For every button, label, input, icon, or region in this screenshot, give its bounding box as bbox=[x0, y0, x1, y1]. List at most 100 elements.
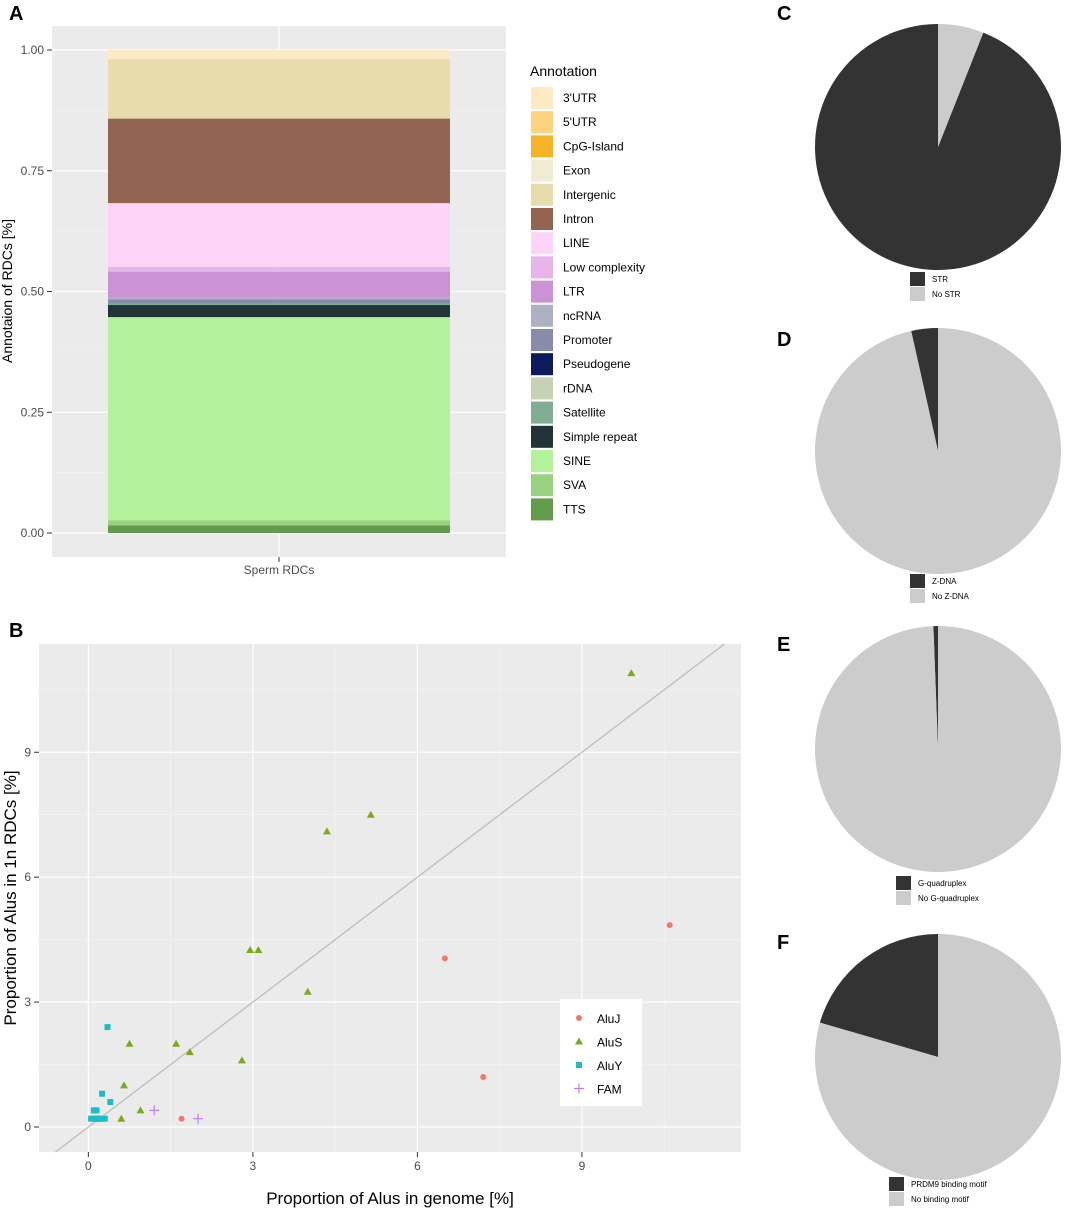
data-point-aluy bbox=[107, 1099, 114, 1106]
bar-segment bbox=[108, 299, 450, 304]
legend-label: FAM bbox=[597, 1083, 622, 1097]
bar-segment bbox=[108, 520, 450, 526]
legend-label: LINE bbox=[563, 236, 590, 250]
data-point-aluy bbox=[104, 1024, 111, 1031]
legend-swatch bbox=[531, 329, 553, 351]
legend-marker bbox=[576, 1015, 582, 1021]
bar-segment bbox=[108, 118, 450, 204]
data-point-alus bbox=[125, 1039, 134, 1047]
data-point-aluy bbox=[93, 1107, 100, 1114]
legend-swatch bbox=[531, 377, 553, 400]
legend-label: ncRNA bbox=[563, 309, 601, 323]
data-point-aluj bbox=[480, 1074, 487, 1081]
x-tick-label: Sperm RDCs bbox=[244, 563, 315, 577]
data-point-alus bbox=[627, 669, 636, 677]
scatter-chart: 0 3 6 9 0 3 6 9 Proportion of Alus in genome [%… bbox=[1, 643, 741, 1208]
pie-slice bbox=[814, 23, 1061, 271]
bar-segment bbox=[108, 50, 450, 60]
legend-swatch bbox=[531, 256, 553, 279]
legend-swatch bbox=[531, 304, 553, 327]
data-point-aluj bbox=[441, 955, 448, 962]
legend-label: No Z-DNA bbox=[932, 592, 970, 601]
pie-slice bbox=[814, 934, 1061, 1181]
legend-label: Simple repeat bbox=[563, 430, 638, 444]
legend-label: No STR bbox=[932, 290, 961, 299]
diagonal-line bbox=[55, 643, 725, 1153]
legend-label: PRDM9 binding motif bbox=[911, 1180, 987, 1189]
legend-label: Pseudogene bbox=[563, 357, 631, 371]
pie-slice bbox=[933, 626, 938, 749]
legend-label: CpG-Island bbox=[563, 139, 624, 153]
bar-segment bbox=[108, 317, 450, 521]
legend-swatch bbox=[910, 574, 925, 588]
pie-slice bbox=[819, 934, 938, 1057]
pie-slice bbox=[814, 626, 1061, 872]
legend-label: STR bbox=[932, 275, 948, 284]
y-tick-label: 0.25 bbox=[21, 405, 45, 419]
bar-segment bbox=[108, 305, 450, 318]
y-tick-label: 0 bbox=[24, 1120, 31, 1134]
bar-segment bbox=[108, 271, 450, 298]
data-point-alus bbox=[254, 946, 263, 954]
legend-marker bbox=[576, 1062, 582, 1068]
legend-swatch bbox=[896, 876, 911, 890]
panel-label-f: F bbox=[777, 932, 789, 954]
legend-label: Exon bbox=[563, 164, 590, 178]
y-tick-label: 3 bbox=[24, 995, 31, 1009]
legend-swatch bbox=[531, 232, 553, 255]
pie-slice bbox=[911, 328, 938, 451]
legend-marker bbox=[575, 1037, 583, 1045]
panel-label-a: A bbox=[9, 3, 23, 25]
x-tick-label: 3 bbox=[250, 1159, 257, 1173]
legend-label: SINE bbox=[563, 454, 591, 468]
legend-label: No G-quadruplex bbox=[918, 894, 979, 903]
legend-swatch bbox=[889, 1177, 904, 1191]
y-tick-label: 6 bbox=[24, 870, 31, 884]
bar-segment bbox=[108, 59, 450, 119]
y-tick-label: 9 bbox=[24, 745, 31, 759]
pie-slice bbox=[938, 24, 984, 147]
legend-swatch bbox=[531, 183, 553, 206]
y-tick-label: 0.75 bbox=[21, 164, 45, 178]
x-tick-label: 9 bbox=[579, 1159, 586, 1173]
pie-chart-c: STR No STR bbox=[814, 23, 1061, 301]
y-tick-label: 0.50 bbox=[21, 285, 45, 299]
legend-label: No binding motif bbox=[911, 1195, 970, 1204]
legend-marker bbox=[574, 1083, 584, 1094]
legend-swatch bbox=[531, 87, 553, 109]
legend-label: LTR bbox=[563, 285, 585, 299]
legend-swatch bbox=[531, 135, 553, 158]
data-point-alus bbox=[185, 1048, 194, 1056]
legend-swatch bbox=[910, 589, 925, 603]
data-point-aluy bbox=[93, 1115, 100, 1122]
legend-title: Annotation bbox=[530, 63, 597, 79]
legend-label: Z-DNA bbox=[932, 577, 957, 586]
x-axis-label: Proportion of Alus in genome [%] bbox=[266, 1189, 514, 1208]
legend-label: rDNA bbox=[563, 381, 592, 395]
data-point-fam bbox=[193, 1113, 204, 1124]
legend-label: 3'UTR bbox=[563, 91, 597, 105]
legend-swatch bbox=[531, 425, 553, 448]
legend-swatch bbox=[896, 891, 911, 905]
x-tick-label: 0 bbox=[85, 1159, 92, 1173]
data-point-fam bbox=[149, 1105, 160, 1116]
legend-swatch bbox=[910, 287, 925, 301]
data-point-alus bbox=[303, 987, 312, 995]
legend-label: Promoter bbox=[563, 333, 612, 347]
data-point-alus bbox=[246, 946, 255, 954]
legend-swatch bbox=[531, 280, 553, 303]
data-point-aluj bbox=[666, 922, 673, 929]
y-axis-label: Proportion of Alus in 1n RDCs [%] bbox=[1, 770, 20, 1025]
bar-segment bbox=[108, 203, 450, 267]
bar-segment bbox=[108, 297, 450, 300]
panel-label-b: B bbox=[9, 620, 23, 642]
x-tick-label: 6 bbox=[414, 1159, 421, 1173]
pie-chart-e: G-quadruplex No G-quadruplex bbox=[814, 626, 1061, 905]
y-tick-label: 1.00 bbox=[21, 43, 45, 57]
legend-label: G-quadruplex bbox=[918, 879, 966, 888]
legend-swatch bbox=[531, 450, 553, 472]
legend-label: AluS bbox=[597, 1036, 622, 1050]
data-point-alus bbox=[120, 1081, 129, 1089]
y-axis-label: Annotaion of RDCs [%] bbox=[0, 219, 15, 363]
